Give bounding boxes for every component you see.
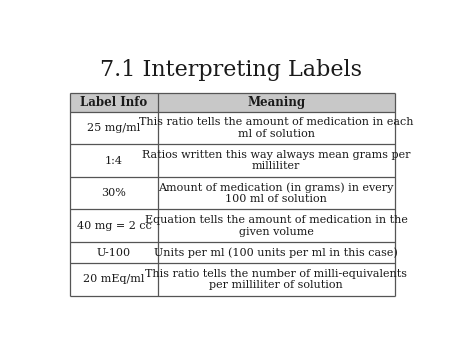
Text: 40 mg = 2 cc: 40 mg = 2 cc	[76, 221, 151, 231]
Text: Meaning: Meaning	[247, 96, 305, 109]
Bar	[70, 93, 395, 112]
Text: Units per ml (100 units per ml in this case): Units per ml (100 units per ml in this c…	[154, 247, 398, 258]
Text: 30%: 30%	[102, 188, 126, 198]
Text: Label Info: Label Info	[81, 96, 148, 109]
Text: Equation tells the amount of medication in the
given volume: Equation tells the amount of medication …	[145, 215, 408, 237]
Text: Ratios written this way always mean grams per
milliliter: Ratios written this way always mean gram…	[142, 150, 410, 171]
Text: 7.1 Interpreting Labels: 7.1 Interpreting Labels	[99, 59, 362, 81]
Text: This ratio tells the amount of medication in each
ml of solution: This ratio tells the amount of medicatio…	[139, 117, 414, 139]
Text: U-100: U-100	[97, 247, 131, 258]
Text: 20 mEq/ml: 20 mEq/ml	[83, 274, 144, 284]
Text: 25 mg/ml: 25 mg/ml	[87, 123, 140, 133]
Text: This ratio tells the number of milli-equivalents
per milliliter of solution: This ratio tells the number of milli-equ…	[145, 268, 407, 290]
Text: 1:4: 1:4	[105, 155, 123, 166]
Text: Amount of medication (in grams) in every
100 ml of solution: Amount of medication (in grams) in every…	[158, 182, 394, 204]
